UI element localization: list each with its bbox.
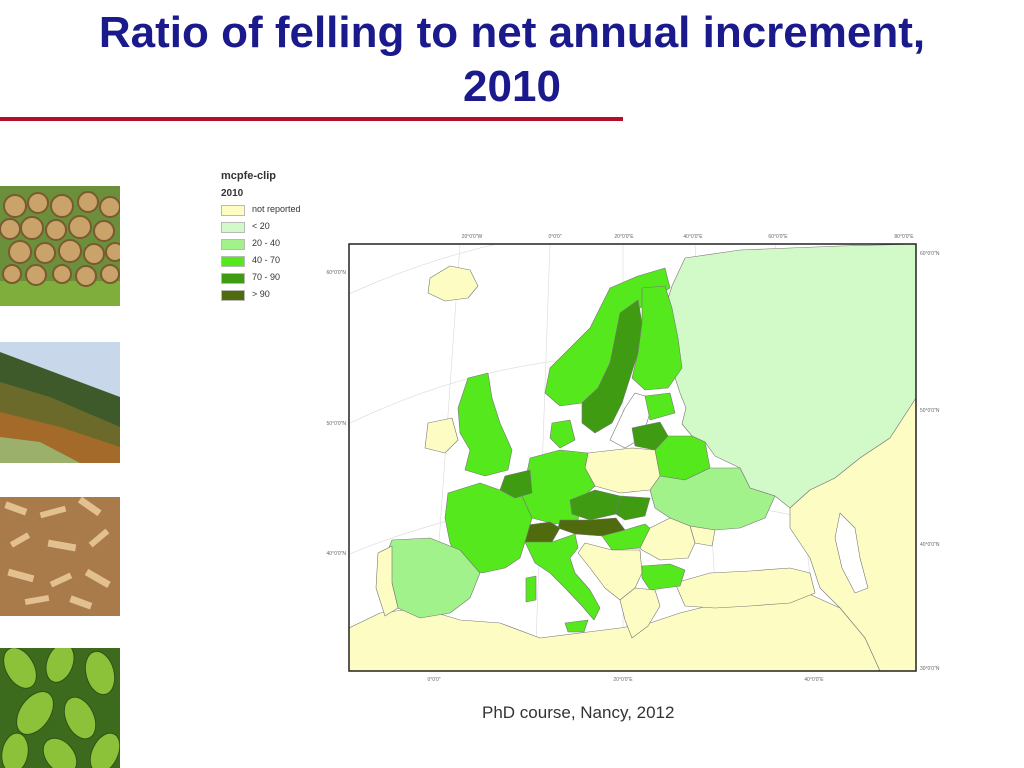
legend-swatch: [221, 290, 245, 301]
region-italy: [524, 533, 601, 621]
graticule-label: 20°0'0"E: [614, 234, 634, 240]
region-ukraine: [649, 467, 776, 531]
region-sicily: [564, 619, 589, 633]
legend-swatch: [221, 222, 245, 233]
slide-title-line2: 2010: [463, 62, 561, 111]
stacked-logs-photo: [0, 186, 120, 306]
wood-chips-photo: [0, 497, 120, 616]
legend-swatch: [221, 205, 245, 216]
region-iceland: [427, 265, 479, 302]
region-france: [444, 482, 533, 574]
graticule-label: 40°0'0"E: [804, 677, 824, 683]
graticule-label: 0°0'0": [548, 234, 561, 240]
slide-title-line1: Ratio of felling to net annual increment…: [98, 8, 926, 57]
legend-label: > 90: [252, 289, 270, 299]
region-slovakia: [615, 495, 651, 521]
region-ireland: [424, 417, 459, 454]
graticule-label: 30°0'0"N: [920, 666, 940, 672]
slide-footer: PhD course, Nancy, 2012: [482, 703, 675, 722]
region-turkey: [674, 567, 816, 609]
region-estonia-latvia: [644, 392, 676, 421]
legend-label: not reported: [252, 204, 301, 214]
graticule-label: 20°0'0"E: [613, 677, 633, 683]
graticule-label: 60°0'0"E: [768, 234, 788, 240]
graticule-label: 40°0'0"N: [327, 551, 347, 557]
region-north-africa: [349, 589, 881, 671]
graticule-label: 40°0'0"N: [920, 542, 940, 548]
europe-map: 20°0'0"W 0°0'0" 20°0'0"E 40°0'0"E 60°0'0"E 80…: [327, 234, 940, 683]
legend-year: 2010: [221, 188, 244, 199]
legend-swatch: [221, 256, 245, 267]
legend-label: 70 - 90: [252, 272, 281, 282]
region-benelux: [499, 469, 533, 499]
graticule-label: 60°0'0"N: [920, 251, 940, 257]
caspian-sea: [834, 512, 869, 594]
graticule-label: 0°0'0": [427, 677, 440, 683]
legend-label: 40 - 70: [252, 255, 281, 265]
graticule-label: 60°0'0"N: [327, 270, 347, 276]
region-great-britain: [457, 372, 513, 477]
region-denmark: [549, 419, 576, 449]
region-bulgaria: [641, 563, 686, 591]
graticule-label: 80°0'0"E: [894, 234, 914, 240]
slide-title: Ratio of felling to net annual increment…: [0, 6, 1024, 114]
graticule-label: 50°0'0"N: [327, 421, 347, 427]
graticule-label: 50°0'0"N: [920, 408, 940, 414]
legend-label: 20 - 40: [252, 238, 281, 248]
map-frame: [348, 243, 917, 672]
region-romania: [639, 517, 696, 561]
legend-swatch: [221, 239, 245, 250]
region-finland: [631, 285, 683, 391]
graticule-label: 20°0'0"W: [462, 234, 483, 240]
region-sardinia: [525, 575, 537, 603]
region-portugal: [375, 545, 399, 617]
graticule-label: 40°0'0"E: [683, 234, 703, 240]
region-greece: [619, 587, 661, 639]
title-underline: [0, 117, 623, 121]
region-poland: [584, 447, 661, 494]
forest-hillside-photo: [0, 342, 120, 463]
green-leaves-photo: [0, 648, 120, 768]
legend-layer-name: mcpfe-clip: [221, 170, 277, 182]
legend-label: < 20: [252, 221, 270, 231]
legend-swatch: [221, 273, 245, 284]
